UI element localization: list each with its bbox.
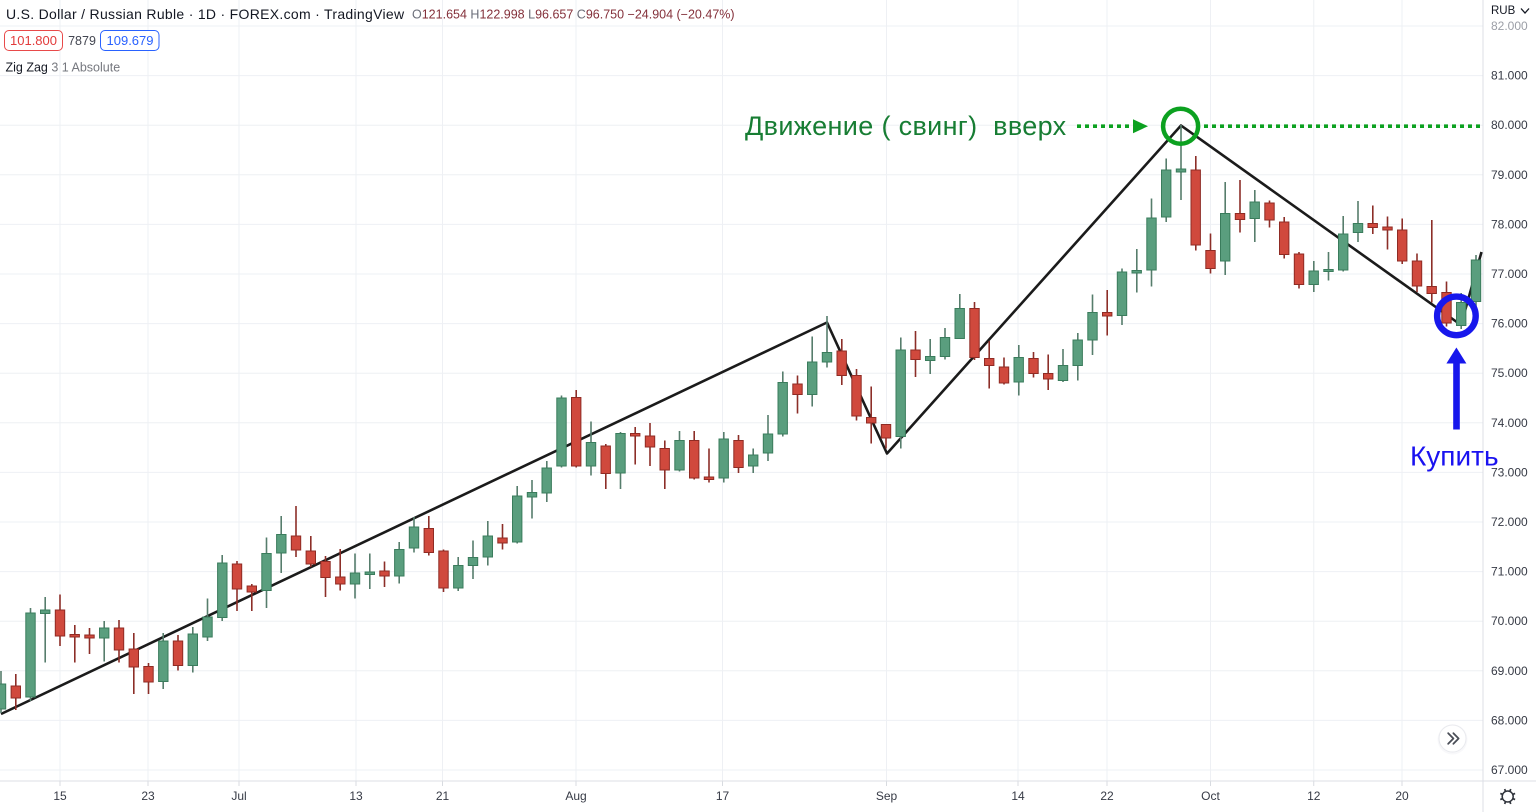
svg-text:79.000: 79.000	[1491, 168, 1528, 182]
svg-text:20: 20	[1395, 789, 1409, 803]
svg-text:Oct: Oct	[1201, 789, 1220, 803]
svg-text:80.000: 80.000	[1491, 118, 1528, 132]
svg-text:Zig Zag 3 1 Absolute: Zig Zag 3 1 Absolute	[6, 61, 121, 75]
svg-text:67.000: 67.000	[1491, 763, 1528, 777]
svg-text:22: 22	[1100, 789, 1114, 803]
svg-text:68.000: 68.000	[1491, 713, 1528, 727]
svg-text:101.800: 101.800	[10, 33, 57, 48]
svg-text:77.000: 77.000	[1491, 267, 1528, 281]
svg-text:72.000: 72.000	[1491, 515, 1528, 529]
svg-text:12: 12	[1307, 789, 1321, 803]
svg-text:Sep: Sep	[876, 789, 898, 803]
svg-text:69.000: 69.000	[1491, 664, 1528, 678]
svg-text:O121.654 H122.998 L96.657 C96.: O121.654 H122.998 L96.657 C96.750 −24.90…	[412, 8, 735, 22]
svg-text:70.000: 70.000	[1491, 614, 1528, 628]
svg-text:RUB: RUB	[1491, 5, 1516, 17]
svg-text:14: 14	[1011, 789, 1025, 803]
svg-text:23: 23	[141, 789, 155, 803]
svg-text:17: 17	[716, 789, 730, 803]
svg-text:76.000: 76.000	[1491, 317, 1528, 331]
svg-text:81.000: 81.000	[1491, 69, 1528, 83]
svg-text:21: 21	[436, 789, 450, 803]
svg-text:74.000: 74.000	[1491, 416, 1528, 430]
svg-text:82.000: 82.000	[1491, 19, 1528, 33]
svg-text:109.679: 109.679	[107, 33, 154, 48]
svg-text:73.000: 73.000	[1491, 465, 1528, 479]
svg-text:75.000: 75.000	[1491, 366, 1528, 380]
svg-text:15: 15	[53, 789, 67, 803]
svg-text:78.000: 78.000	[1491, 217, 1528, 231]
svg-text:Купить: Купить	[1410, 441, 1499, 472]
svg-text:7879: 7879	[68, 34, 96, 48]
svg-text:Движение ( свинг) вверх: Движение ( свинг) вверх	[745, 111, 1067, 141]
svg-text:71.000: 71.000	[1491, 565, 1528, 579]
svg-text:13: 13	[349, 789, 363, 803]
svg-text:U.S. Dollar / Russian Ruble ·: U.S. Dollar / Russian Ruble · 1D · FOREX…	[6, 6, 405, 22]
svg-text:Jul: Jul	[231, 789, 246, 803]
svg-text:Aug: Aug	[565, 789, 586, 803]
